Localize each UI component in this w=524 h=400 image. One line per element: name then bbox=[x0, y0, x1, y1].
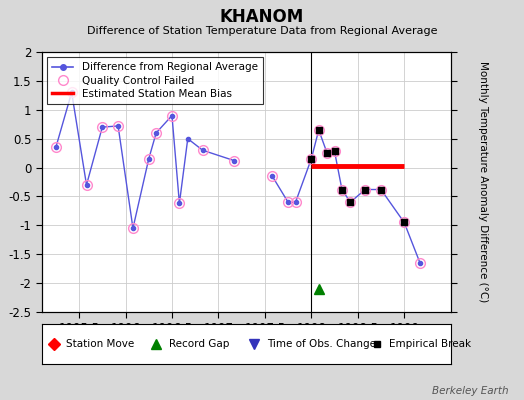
Y-axis label: Monthly Temperature Anomaly Difference (°C): Monthly Temperature Anomaly Difference (… bbox=[478, 61, 488, 303]
Text: Difference of Station Temperature Data from Regional Average: Difference of Station Temperature Data f… bbox=[87, 26, 437, 36]
Text: KHANOM: KHANOM bbox=[220, 8, 304, 26]
Text: Record Gap: Record Gap bbox=[169, 339, 229, 349]
Text: Time of Obs. Change: Time of Obs. Change bbox=[267, 339, 376, 349]
Text: Station Move: Station Move bbox=[67, 339, 135, 349]
Text: Berkeley Earth: Berkeley Earth bbox=[432, 386, 508, 396]
Legend: Difference from Regional Average, Quality Control Failed, Estimated Station Mean: Difference from Regional Average, Qualit… bbox=[47, 57, 263, 104]
Text: Empirical Break: Empirical Break bbox=[389, 339, 472, 349]
